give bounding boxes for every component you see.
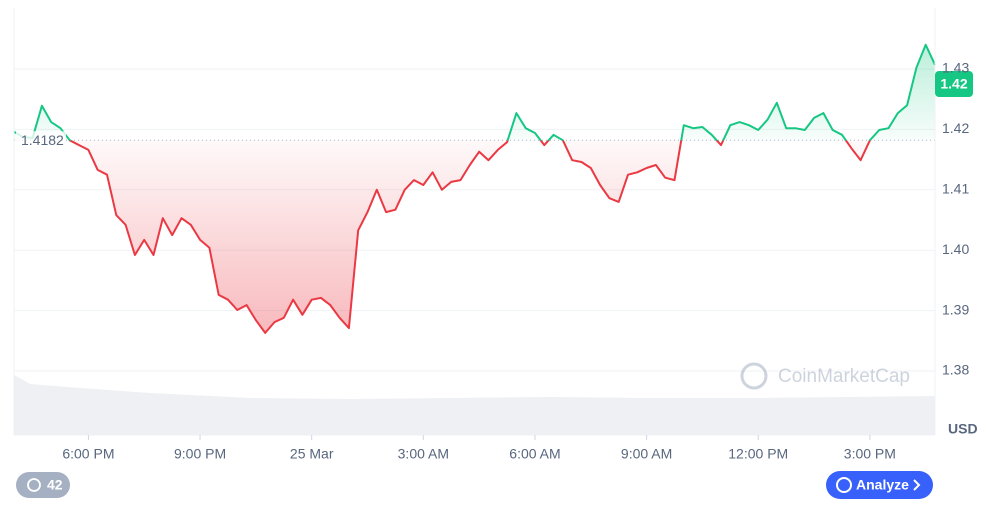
x-tick-label: 6:00 AM [509,446,560,462]
baseline-label-bg [16,131,66,150]
x-tick-label: 3:00 PM [844,446,896,462]
y-tick-label: 1.39 [942,301,969,317]
y-tick-label: 1.43 [942,60,969,76]
y-tick-label: 1.41 [942,180,969,196]
baseline-label: 1.4182 [21,132,64,148]
y-tick-label: 1.40 [942,241,969,257]
price-line [13,43,936,334]
analyze-button[interactable]: Analyze [826,471,933,499]
analyze-label: Analyze [856,477,909,493]
x-tick-label: 6:00 PM [62,446,114,462]
price-badge-bg [935,71,973,97]
history-button[interactable]: 42 [16,472,70,498]
watermark-logo [740,362,768,390]
x-tick-label: 9:00 AM [621,446,672,462]
x-tick-label: 3:00 AM [398,446,449,462]
volume-area [14,375,935,435]
history-icon [27,478,41,492]
x-tick-label: 9:00 PM [174,446,226,462]
analyze-button-bg[interactable] [826,471,933,499]
watermark: CoinMarketCap [740,362,910,390]
price-badge-text: 1.42 [940,76,967,92]
history-count: 42 [47,477,63,493]
y-tick-label: 1.38 [942,362,969,378]
currency-label: USD [948,421,978,437]
y-tick-label: 1.42 [942,120,969,136]
watermark-text: CoinMarketCap [778,366,910,387]
x-tick-label: 12:00 PM [728,446,788,462]
history-button-bg[interactable] [16,472,70,498]
analyze-chevron [913,479,921,491]
analyze-icon [836,477,852,493]
x-tick-label: 25 Mar [290,446,334,462]
area [14,44,935,333]
price-badge: 1.42 [935,71,973,97]
plot: 1.4182 [13,43,936,334]
